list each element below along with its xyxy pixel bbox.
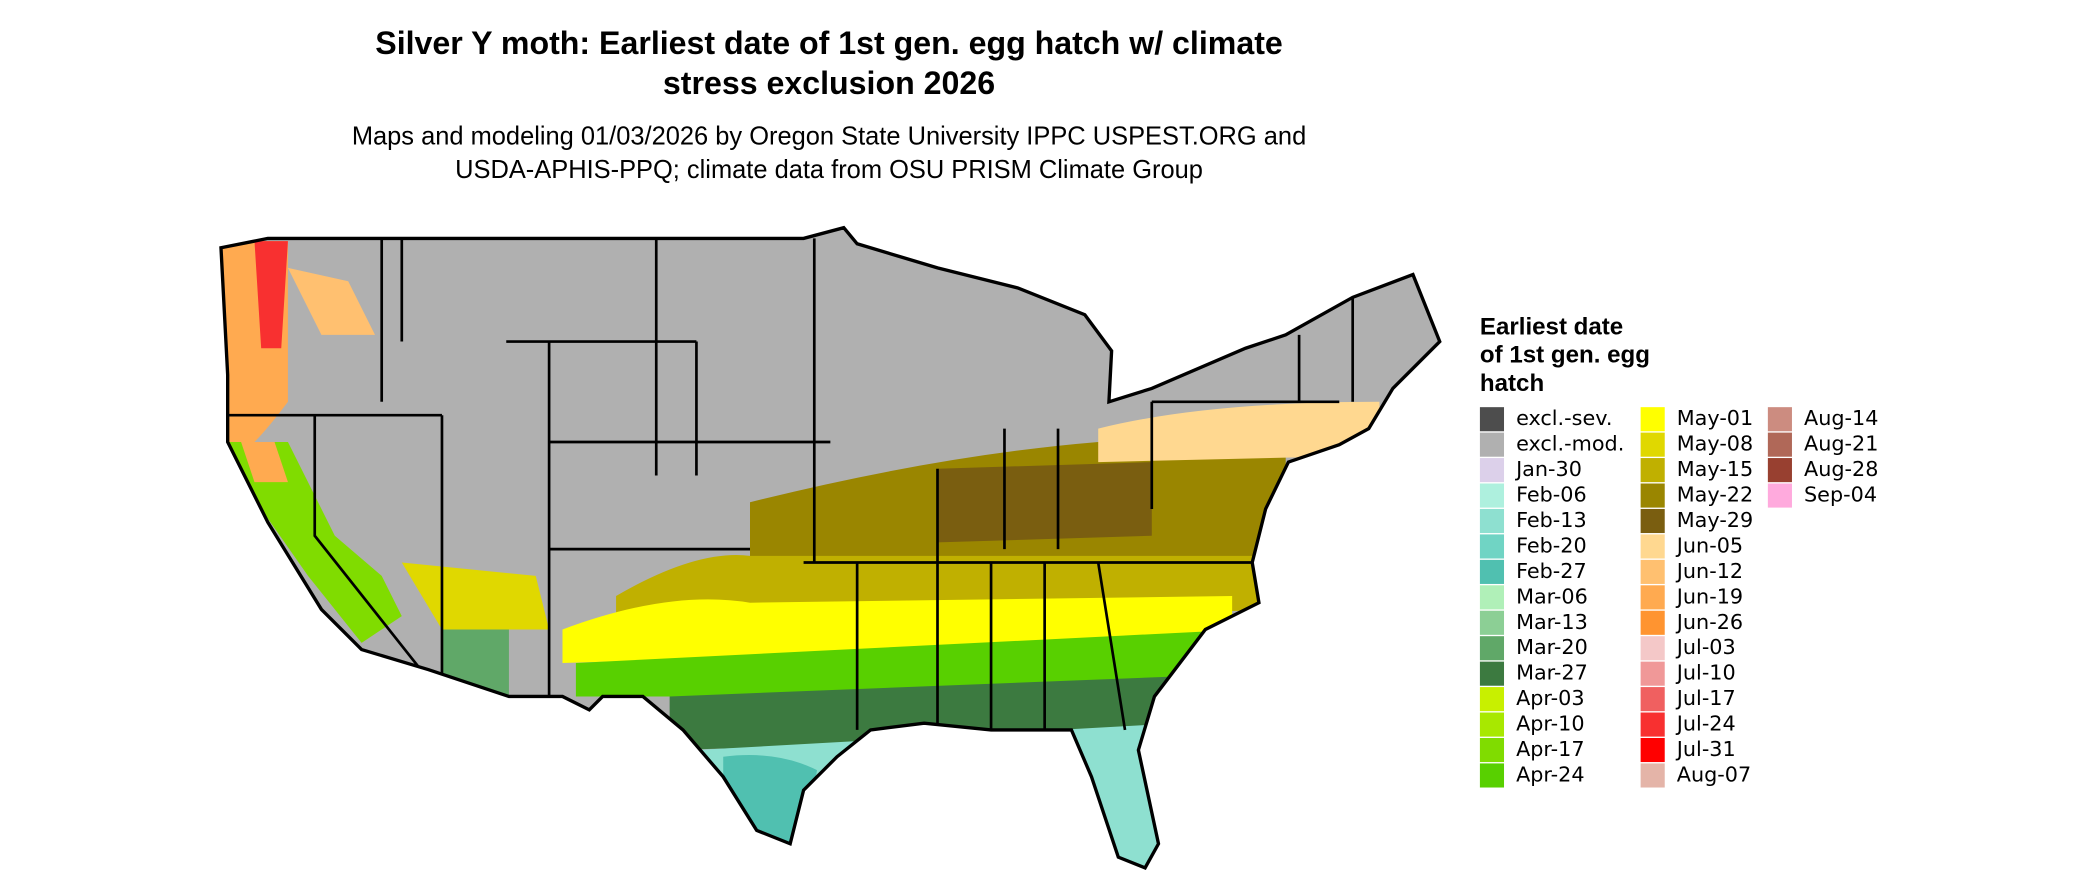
legend-label: Apr-17: [1516, 737, 1584, 761]
legend-swatch: [1479, 483, 1505, 508]
legend-label: Aug-21: [1804, 432, 1878, 456]
legend-swatch: [1479, 407, 1505, 432]
legend-swatch: [1640, 610, 1665, 635]
legend-swatch: [1767, 432, 1792, 457]
legend-label: Feb-13: [1516, 508, 1587, 532]
legend-swatch: [1479, 661, 1505, 686]
legend-swatch: [1479, 559, 1505, 584]
legend-swatch: [1640, 483, 1665, 508]
legend-label: Apr-24: [1516, 762, 1584, 786]
legend-swatch: [1640, 458, 1665, 483]
legend-label: May-08: [1677, 432, 1753, 456]
legend-label: Jan-30: [1514, 457, 1582, 481]
legend-label: Jul-10: [1675, 661, 1736, 685]
legend-swatch: [1479, 712, 1505, 737]
legend-label: Jun-05: [1675, 533, 1743, 557]
legend-label: Feb-20: [1516, 533, 1587, 557]
legend-label: Aug-28: [1804, 457, 1878, 481]
legend-swatch: [1479, 432, 1505, 457]
legend-label: Jun-12: [1675, 559, 1743, 583]
subtitle: USDA-APHIS-PPQ; climate data from OSU PR…: [455, 156, 1203, 184]
legend-swatch: [1479, 763, 1505, 788]
legend-swatch: [1640, 432, 1665, 457]
legend-label: May-15: [1677, 457, 1753, 481]
legend-label: Mar-13: [1516, 610, 1588, 634]
map: [220, 227, 1440, 868]
legend-label: Feb-06: [1516, 483, 1587, 507]
legend-label: Feb-27: [1516, 559, 1587, 583]
legend: excl.-sev.excl.-mod.Jan-30Feb-06Feb-13Fe…: [1479, 406, 1878, 788]
legend-swatch: [1479, 585, 1505, 610]
legend-swatch: [1640, 661, 1665, 686]
legend-label: Jul-24: [1675, 712, 1736, 736]
legend-swatch: [1640, 407, 1665, 432]
legend-swatch: [1479, 636, 1505, 661]
subtitle: Maps and modeling 01/03/2026 by Oregon S…: [352, 123, 1306, 151]
legend-label: May-22: [1677, 483, 1753, 507]
legend-swatch: [1479, 737, 1505, 763]
legend-label: Aug-07: [1677, 762, 1751, 786]
title: Silver Y moth: Earliest date of 1st gen.…: [375, 25, 1283, 61]
legend-label: Aug-14: [1804, 406, 1878, 430]
legend-title: hatch: [1480, 370, 1544, 397]
state-borders: [227, 238, 1355, 731]
legend-swatch: [1767, 407, 1792, 432]
legend-swatch: [1640, 763, 1665, 788]
legend-label: excl.-sev.: [1516, 406, 1612, 430]
legend-swatch: [1640, 712, 1665, 737]
legend-swatch: [1767, 458, 1792, 483]
legend-label: Mar-20: [1516, 635, 1588, 659]
legend-swatch: [1640, 636, 1665, 661]
legend-swatch: [1640, 687, 1665, 712]
legend-label: May-01: [1677, 406, 1753, 430]
legend-label: Jul-17: [1675, 686, 1736, 710]
title: stress exclusion 2026: [663, 65, 995, 101]
legend-swatch: [1640, 585, 1665, 610]
legend-label: Jul-03: [1675, 635, 1736, 659]
legend-swatch: [1479, 534, 1505, 559]
legend-swatch: [1479, 458, 1505, 483]
legend-swatch: [1640, 559, 1665, 584]
legend-title: Earliest date: [1480, 314, 1623, 341]
legend-swatch: [1767, 483, 1792, 508]
legend-label: Jul-31: [1675, 737, 1736, 761]
legend-label: Apr-03: [1516, 686, 1584, 710]
legend-label: Apr-10: [1516, 712, 1584, 736]
legend-label: Mar-27: [1516, 661, 1588, 685]
legend-label: Sep-04: [1804, 483, 1877, 507]
legend-swatch: [1479, 508, 1505, 534]
legend-label: Mar-06: [1516, 584, 1588, 608]
legend-label: excl.-mod.: [1516, 432, 1624, 456]
legend-swatch: [1479, 610, 1505, 635]
legend-label: May-29: [1677, 508, 1753, 532]
legend-swatch: [1479, 687, 1505, 712]
legend-swatch: [1640, 737, 1665, 763]
legend-title: of 1st gen. egg: [1480, 342, 1650, 369]
legend-label: Jun-26: [1675, 610, 1743, 634]
legend-label: Jun-19: [1675, 584, 1743, 608]
legend-swatch: [1640, 534, 1665, 559]
legend-swatch: [1640, 508, 1665, 534]
